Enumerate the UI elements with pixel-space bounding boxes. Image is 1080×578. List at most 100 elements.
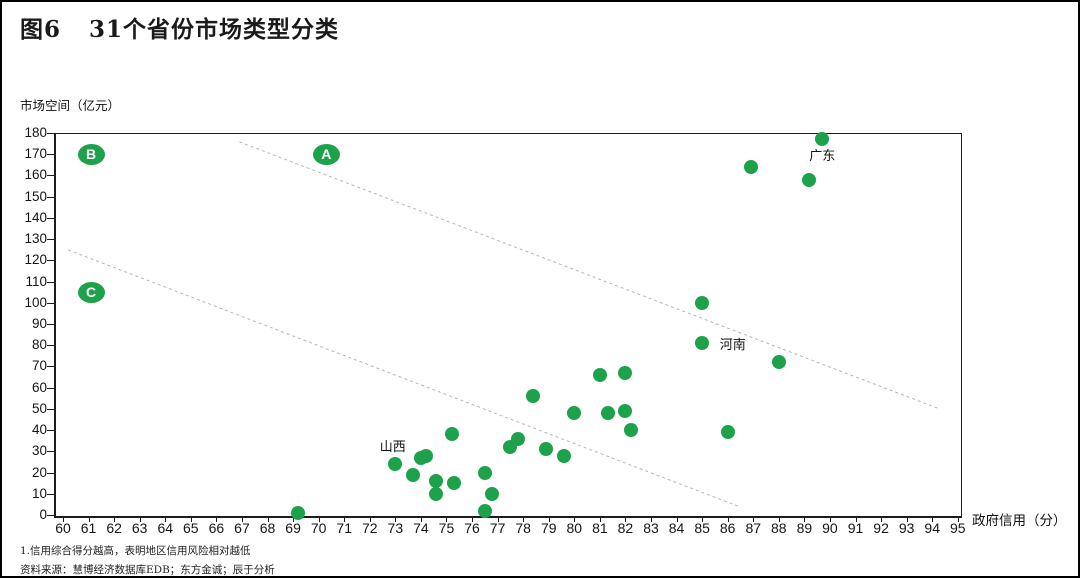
x-tick-mark <box>702 516 704 522</box>
x-tick-label: 80 <box>566 520 583 536</box>
x-tick-mark <box>574 516 576 522</box>
x-tick-mark <box>472 516 474 522</box>
y-tick-label: 170 <box>24 146 47 162</box>
data-point <box>477 503 492 518</box>
y-tick-label: 40 <box>31 422 47 438</box>
x-tick-mark <box>753 516 755 522</box>
x-tick-mark <box>318 516 320 522</box>
y-tick-mark <box>47 239 54 241</box>
x-tick-mark <box>650 516 652 522</box>
plot-area-border <box>54 133 962 518</box>
data-point <box>511 431 526 446</box>
y-tick-mark <box>47 472 54 474</box>
x-tick-mark <box>114 516 116 522</box>
y-tick-mark <box>47 196 54 198</box>
y-tick-label: 50 <box>31 400 47 416</box>
x-tick-label: 85 <box>694 520 710 536</box>
y-tick-mark <box>47 430 54 432</box>
data-point <box>695 336 710 351</box>
x-tick-label: 66 <box>208 520 225 536</box>
x-tick-mark <box>241 516 243 522</box>
data-point <box>477 465 492 480</box>
x-tick-label: 63 <box>131 520 148 536</box>
x-tick-mark <box>63 516 64 522</box>
x-tick-mark <box>446 516 448 522</box>
x-tick-label: 88 <box>771 520 787 536</box>
figure-title: 31个省份市场类型分类 <box>89 16 340 43</box>
x-tick-mark <box>906 516 908 522</box>
data-point <box>429 486 444 501</box>
x-tick-label: 89 <box>796 520 813 536</box>
y-tick-label: 100 <box>24 294 47 310</box>
y-tick-label: 140 <box>24 209 47 225</box>
y-tick-mark <box>47 345 54 347</box>
x-tick-label: 84 <box>668 520 685 536</box>
y-tick-label: 110 <box>25 273 47 289</box>
data-point <box>388 457 403 472</box>
x-tick-label: 83 <box>643 520 659 536</box>
data-point <box>406 467 421 482</box>
footnote: 1.信用综合得分越高，表明地区信用风险相对越低 <box>20 545 251 557</box>
x-tick-mark <box>957 516 959 522</box>
y-tick-mark <box>47 515 54 516</box>
x-tick-mark <box>165 516 167 522</box>
y-tick-label: 10 <box>31 485 47 501</box>
y-tick-label: 150 <box>24 188 47 204</box>
x-tick-mark <box>599 516 601 522</box>
y-tick-label: 30 <box>31 443 47 459</box>
x-tick-mark <box>395 516 397 522</box>
x-tick-label: 92 <box>873 520 889 536</box>
y-tick-label: 180 <box>24 125 47 140</box>
x-tick-label: 64 <box>157 520 174 536</box>
y-tick-label: 130 <box>24 231 47 247</box>
y-tick-label: 120 <box>24 252 47 268</box>
figure-number: 图6 <box>20 16 62 43</box>
y-tick-mark <box>47 387 54 389</box>
y-tick-label: 70 <box>31 358 47 374</box>
data-point <box>567 406 582 421</box>
y-tick-mark <box>47 324 54 325</box>
data-point <box>802 172 817 187</box>
x-tick-mark <box>344 516 346 522</box>
zone-badge-b: B <box>77 143 105 165</box>
data-point <box>743 159 758 174</box>
x-tick-label: 87 <box>745 520 762 536</box>
x-tick-mark <box>420 516 422 522</box>
x-tick-label: 81 <box>592 520 608 536</box>
x-tick-mark <box>267 516 269 522</box>
x-tick-mark <box>523 516 525 522</box>
y-tick-mark <box>47 366 54 368</box>
x-tick-label: 70 <box>310 520 327 536</box>
x-tick-label: 61 <box>80 520 97 536</box>
x-tick-label: 78 <box>515 520 531 536</box>
x-tick-label: 71 <box>336 520 352 536</box>
x-tick-mark <box>932 516 934 522</box>
data-point <box>419 448 434 463</box>
x-tick-mark <box>190 516 192 522</box>
y-tick-mark <box>47 451 54 453</box>
y-tick-label: 60 <box>31 379 47 395</box>
y-tick-mark <box>47 302 54 304</box>
data-point <box>720 425 735 440</box>
x-tick-mark <box>804 516 806 522</box>
x-tick-mark <box>727 516 729 522</box>
x-tick-label: 94 <box>924 520 940 536</box>
x-tick-label: 82 <box>617 520 634 536</box>
x-tick-mark <box>139 516 141 522</box>
y-tick-mark <box>47 175 54 177</box>
data-point <box>485 486 500 501</box>
y-tick-mark <box>47 408 54 410</box>
x-tick-label: 68 <box>259 520 276 536</box>
source-note: 资料来源：慧博经济数据库EDB；东方金诚；辰于分析 <box>20 564 275 576</box>
data-point <box>447 476 462 491</box>
data-point <box>429 474 444 489</box>
y-tick-label: 160 <box>24 167 47 183</box>
x-tick-label: 73 <box>387 520 404 536</box>
data-point <box>291 505 306 520</box>
x-tick-mark <box>881 516 883 522</box>
province-label: 河南 <box>719 338 746 354</box>
x-tick-label: 79 <box>540 520 557 536</box>
x-tick-label: 91 <box>847 520 864 536</box>
data-point <box>557 448 572 463</box>
